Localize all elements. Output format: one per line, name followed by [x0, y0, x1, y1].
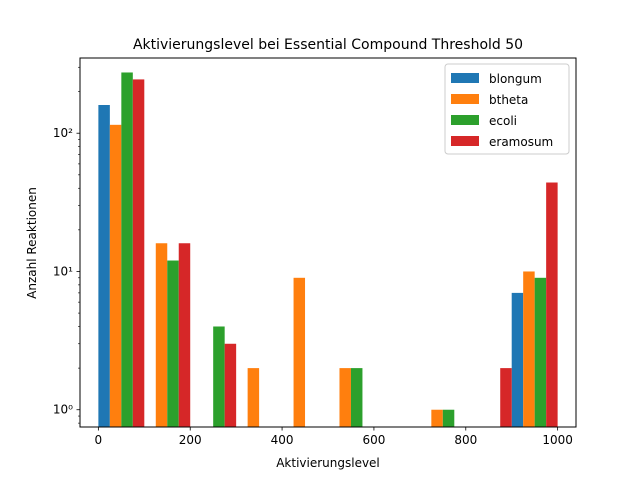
x-axis-ticks: 0 200 400 600 800 1000 — [95, 427, 573, 447]
bar-eramosum-bin-2 — [224, 343, 237, 427]
chart-title: Aktivierungslevel bei Essential Compound… — [133, 37, 523, 53]
x-axis-label: Aktivierungslevel — [276, 456, 380, 470]
bar-eramosum-bin-0 — [132, 79, 145, 427]
bars-group — [98, 72, 558, 428]
legend-label-blongum: blongum — [489, 72, 542, 86]
bar-ecoli-bin-5 — [350, 368, 363, 427]
legend-swatch-ecoli — [451, 115, 479, 125]
axes-frame — [79, 57, 577, 428]
bar-ecoli-bin-7 — [442, 409, 455, 427]
bar-blongum-bin-9 — [511, 292, 524, 427]
legend-swatch-blongum — [451, 73, 479, 83]
legend-swatch-btheta — [451, 94, 479, 104]
bar-ecoli-bin-9 — [534, 277, 547, 427]
legend-label-btheta: btheta — [489, 93, 528, 107]
x-tick-label: 800 — [454, 433, 477, 447]
bar-btheta-bin-9 — [523, 271, 535, 427]
x-tick-label: 400 — [271, 433, 294, 447]
y-tick-label: 10¹ — [53, 264, 73, 278]
x-tick-label: 600 — [362, 433, 385, 447]
bar-ecoli-bin-1 — [167, 260, 179, 427]
bar-btheta-bin-0 — [109, 124, 122, 428]
x-tick-label: 200 — [179, 433, 202, 447]
bar-ecoli-bin-0 — [121, 72, 133, 428]
bar-btheta-bin-7 — [431, 409, 443, 427]
bar-btheta-bin-1 — [155, 243, 168, 427]
y-axis-label: Anzahl Reaktionen — [25, 187, 39, 299]
legend-box — [444, 63, 570, 155]
y-tick-label: 10⁰ — [53, 403, 73, 417]
bar-ecoli-bin-2 — [213, 326, 225, 427]
legend-label-eramosum: eramosum — [489, 135, 553, 149]
x-tick-label: 0 — [95, 433, 103, 447]
legend-swatch-eramosum — [451, 136, 479, 146]
x-tick-label: 1000 — [542, 433, 573, 447]
bar-btheta-bin-3 — [247, 368, 260, 427]
y-axis-ticks: 10⁰ 10¹ 10² — [53, 66, 80, 424]
y-tick-label: 10² — [53, 126, 73, 140]
bar-eramosum-bin-9 — [546, 182, 558, 427]
legend: blongum btheta ecoli eramosum — [444, 63, 570, 155]
bar-btheta-bin-4 — [293, 277, 306, 427]
bar-btheta-bin-5 — [339, 368, 351, 427]
legend-label-ecoli: ecoli — [489, 114, 517, 128]
bar-eramosum-bin-8 — [500, 368, 512, 427]
bar-eramosum-bin-1 — [178, 243, 191, 427]
bar-blongum-bin-0 — [98, 104, 110, 427]
